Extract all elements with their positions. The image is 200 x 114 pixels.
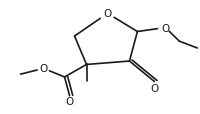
Text: O: O <box>65 97 73 106</box>
Text: O: O <box>39 64 47 74</box>
Text: O: O <box>160 23 169 33</box>
Text: O: O <box>103 9 111 19</box>
Text: O: O <box>150 83 158 93</box>
